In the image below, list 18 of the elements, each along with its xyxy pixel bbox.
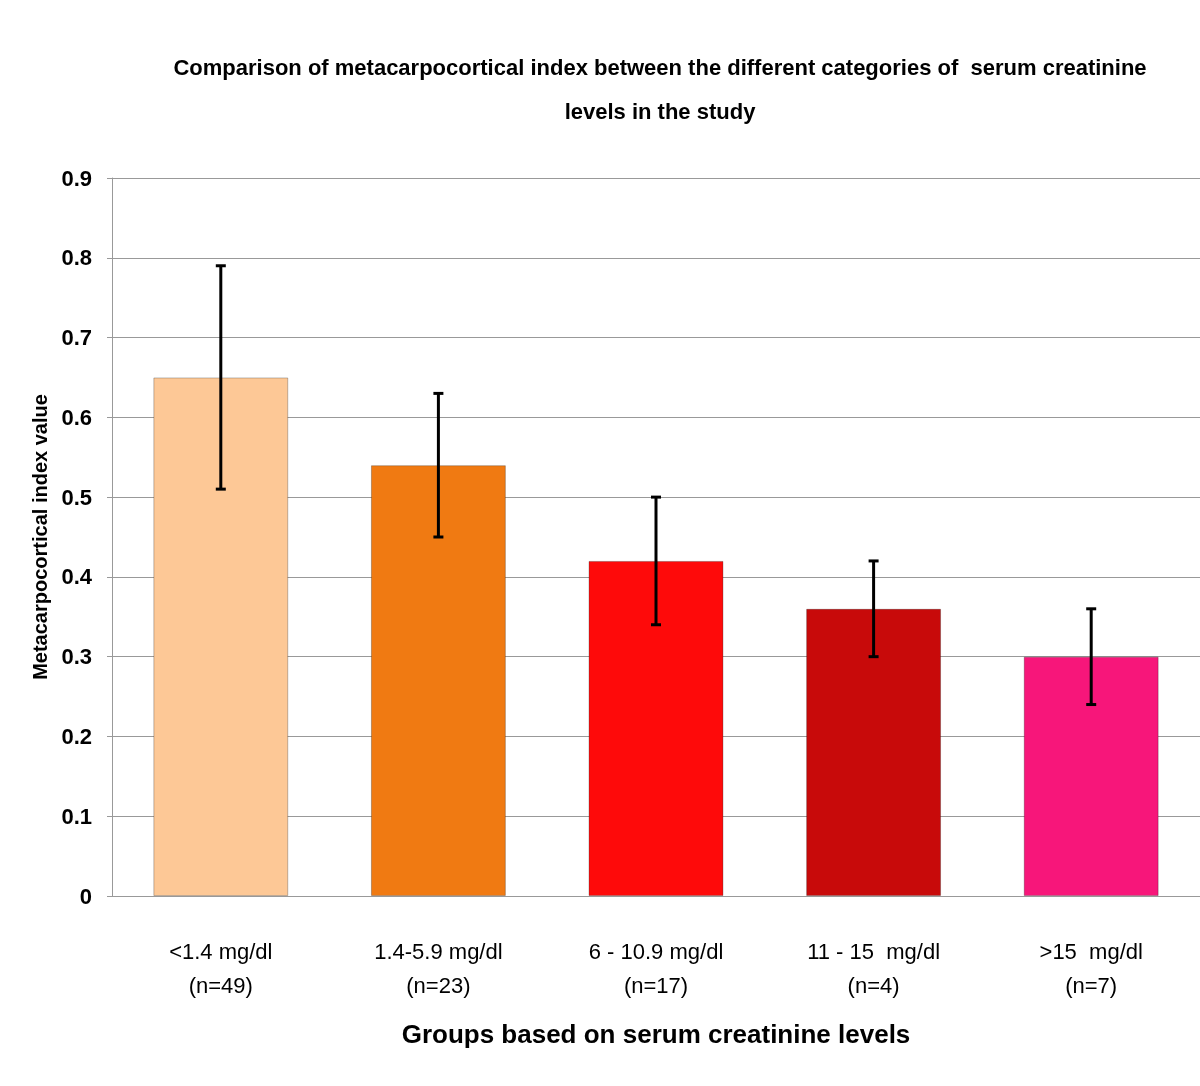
x-axis-title: Groups based on serum creatinine levels [401, 1019, 911, 1049]
y-tick-label: 0.5 [61, 484, 92, 510]
y-tick-label: 0.7 [61, 325, 92, 351]
x-tick-label: <1.4 mg/dl (n=49) [169, 938, 273, 998]
chart-title: Comparison of metacarpocortical index between the different categories of serum creatinine levels in the study [173, 54, 1147, 124]
y-tick-label: 0.8 [61, 245, 92, 271]
x-tick-label: 6 - 10.9 mg/dl (n=17) [588, 938, 724, 998]
y-tick-label: 0.1 [61, 803, 92, 829]
y-axis-title: Metacarpocortical index value [29, 394, 51, 680]
y-tick-label: 0.3 [61, 644, 92, 670]
y-tick-label: 0 [79, 883, 92, 909]
y-tick-label: 0.6 [61, 404, 92, 430]
x-tick-label: 1.4-5.9 mg/dl (n=23) [374, 938, 503, 998]
y-tick-label: 0.4 [61, 564, 93, 590]
x-tick-label: >15 mg/dl (n=7) [1039, 938, 1143, 998]
y-tick-label: 0.2 [61, 723, 92, 749]
x-tick-label: 11 - 15 mg/dl (n=4) [807, 938, 941, 998]
y-tick-label: 0.9 [61, 165, 92, 191]
